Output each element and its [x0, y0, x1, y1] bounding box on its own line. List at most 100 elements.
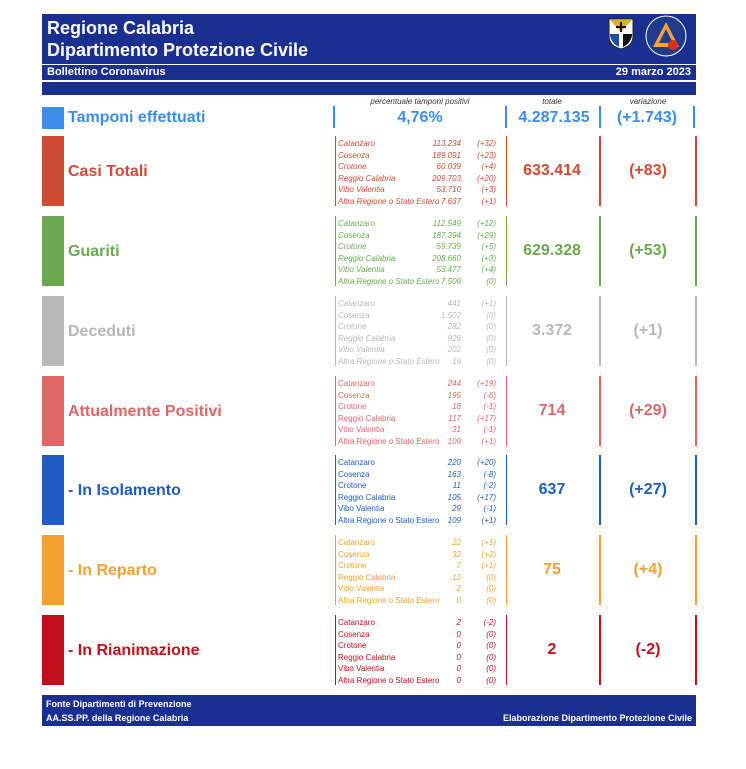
category-total: 2 — [547, 641, 557, 658]
province-delta: (-6) — [483, 390, 496, 400]
category-separator — [599, 455, 601, 525]
province-delta: (+3) — [481, 253, 496, 263]
category-total: 714 — [538, 402, 566, 419]
province-name: Catanzaro — [338, 139, 375, 148]
province-value: 2 — [456, 618, 461, 627]
category-color-bar — [42, 455, 64, 525]
province-delta: (+1) — [481, 436, 496, 446]
province-name: Vibo Valentia — [338, 265, 385, 274]
province-delta: (+29) — [477, 230, 496, 240]
province-delta: (+23) — [477, 150, 496, 160]
tamponi-separator — [505, 106, 507, 128]
province-delta: (+12) — [477, 219, 496, 228]
province-value: 441 — [447, 299, 461, 308]
province-name: Vibo Valentia — [338, 584, 385, 593]
province-value: 208.660 — [432, 253, 461, 263]
header-strip — [42, 82, 696, 95]
province-delta: (0) — [486, 333, 496, 343]
footer-source-2: AA.SS.PP. della Regione Calabria — [46, 713, 189, 723]
province-delta: (-2) — [483, 618, 496, 627]
province-value: 112.549 — [432, 219, 461, 228]
category-separator — [599, 296, 601, 366]
category-variation: (+53) — [601, 216, 697, 286]
province-value: 53.710 — [436, 185, 461, 194]
category-separator — [599, 216, 601, 286]
tamponi-separator — [333, 106, 335, 128]
province-value: 0 — [456, 664, 461, 673]
province-value: 7.509 — [440, 276, 461, 286]
footer-credit: Elaborazione Dipartimento Protezione Civ… — [502, 713, 692, 723]
province-name: Cosenza — [338, 150, 370, 160]
province-value: 7 — [456, 561, 461, 570]
province-delta: (0) — [486, 356, 496, 366]
province-name: Crotone — [338, 322, 367, 331]
province-delta: (-2) — [483, 481, 496, 490]
pct-column-label: percentuale tamponi positivi — [370, 97, 470, 106]
province-value: 189.091 — [432, 150, 461, 160]
province-value: 11 — [452, 481, 461, 490]
category-label: - In Reparto — [68, 562, 157, 579]
province-value: 1.502 — [440, 310, 461, 320]
category-variation: (+27) — [601, 455, 697, 525]
province-name: Altra Regione o Stato Estero — [338, 276, 440, 286]
category-color-bar — [42, 136, 64, 206]
province-delta: (-1) — [483, 402, 496, 411]
province-value: 22 — [452, 538, 461, 547]
province-list: Catanzaro 2 (-2) Cosenza 0 (0) Crotone 0 (0) Regg… — [335, 615, 507, 685]
region-title: Regione Calabria — [47, 18, 195, 38]
province-name: Crotone — [338, 481, 367, 490]
province-value: 31 — [452, 425, 461, 434]
province-delta: (+3) — [481, 185, 496, 194]
total-column-label: totale — [542, 97, 562, 106]
tamponi-pct: 4,76% — [397, 109, 443, 126]
province-value: 53.477 — [436, 265, 461, 274]
province-list: Catanzaro 22 (+1) Cosenza 32 (+2) Crotone 7 (+1)… — [335, 535, 507, 605]
province-name: Altra Regione o Stato Estero — [338, 436, 440, 446]
province-delta: (+4) — [481, 265, 496, 274]
province-delta: (-1) — [483, 425, 496, 434]
province-list: Catanzaro 113.234 (+32) Cosenza 189.091 (+23)… — [335, 136, 507, 206]
province-name: Vibo Valentia — [338, 345, 385, 354]
province-delta: (0) — [486, 345, 496, 354]
province-delta: (0) — [486, 584, 496, 593]
province-delta: (-8) — [483, 469, 496, 479]
category-separator — [599, 136, 601, 206]
category-total: 637 — [538, 481, 566, 498]
province-value: 202 — [447, 345, 461, 354]
province-delta: (0) — [486, 629, 496, 639]
category-separator — [599, 535, 601, 605]
province-name: Cosenza — [338, 230, 370, 240]
province-value: 59.739 — [436, 242, 461, 251]
province-name: Crotone — [338, 561, 367, 570]
province-name: Altra Regione o Stato Estero — [338, 515, 440, 525]
province-name: Reggio Calabria — [338, 413, 396, 423]
province-delta: (0) — [486, 310, 496, 320]
province-name: Cosenza — [338, 469, 370, 479]
tamponi-separator — [599, 106, 601, 128]
category-color-bar — [42, 615, 64, 685]
category-label: Deceduti — [68, 323, 136, 340]
province-value: 0 — [456, 641, 461, 650]
province-delta: (+4) — [481, 162, 496, 171]
province-delta: (0) — [486, 572, 496, 582]
province-delta: (+17) — [477, 492, 496, 502]
category-row-rianimazione: - In Rianimazione Catanzaro 2 (-2) Cosenza 0 (… — [42, 615, 697, 685]
category-color-bar — [42, 535, 64, 605]
tamponi-label: Tamponi effettuati — [68, 109, 206, 126]
province-value: 7.637 — [440, 196, 461, 206]
province-name: Catanzaro — [338, 219, 375, 228]
category-total: 633.414 — [523, 162, 581, 179]
province-name: Altra Regione o Stato Estero — [338, 196, 440, 206]
category-row-isolamento: - In Isolamento Catanzaro 220 (+20) Cosenza 1… — [42, 455, 697, 525]
province-name: Catanzaro — [338, 538, 375, 547]
province-name: Vibo Valentia — [338, 664, 385, 673]
category-color-bar — [42, 376, 64, 446]
province-value: 105 — [447, 492, 461, 502]
bulletin-date: 29 marzo 2023 — [615, 66, 691, 78]
province-delta: (0) — [486, 595, 496, 605]
header-divider — [42, 64, 696, 65]
province-name: Crotone — [338, 242, 367, 251]
province-delta: (-1) — [483, 504, 496, 513]
province-value: 12 — [452, 572, 461, 582]
province-name: Cosenza — [338, 549, 370, 559]
